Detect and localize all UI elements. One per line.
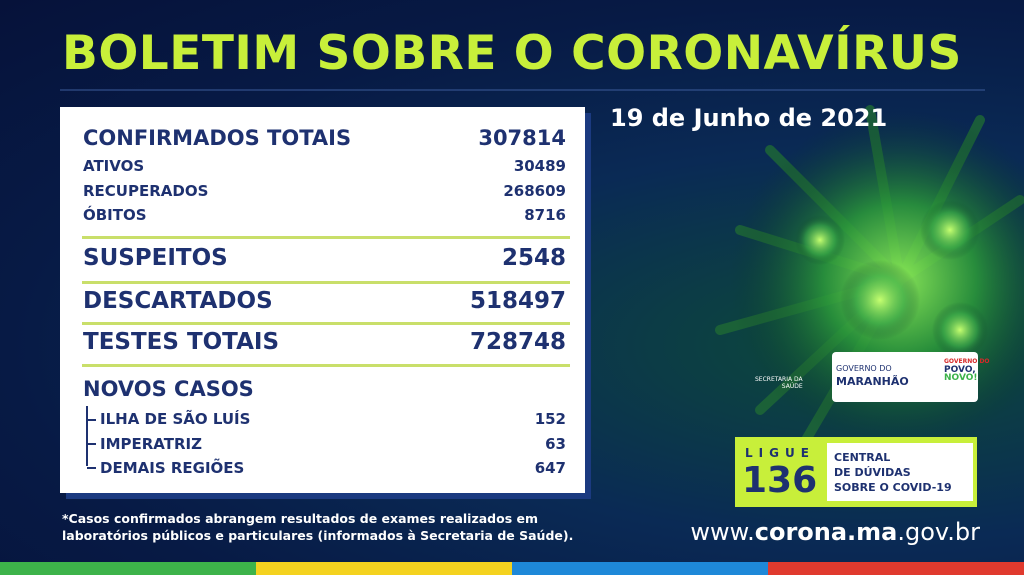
total-label: TESTES TOTAIS (83, 329, 280, 355)
total-label: SUSPEITOS (83, 245, 228, 271)
hotline-line: DE DÚVIDAS (834, 466, 911, 479)
logo-state: MARANHÃO (836, 375, 909, 388)
new-cases-title: NOVOS CASOS (83, 377, 254, 401)
separator (82, 364, 570, 367)
new-case-label: DEMAIS REGIÕES (100, 459, 245, 477)
slogan-line: POVO, (944, 365, 976, 375)
breakdown-label: ATIVOS (83, 157, 145, 175)
secretaria-line: SAÚDE (781, 383, 803, 390)
separator (82, 322, 570, 325)
total-value: 728748 (469, 329, 566, 355)
breakdown-label: RECUPERADOS (83, 181, 209, 200)
breakdown-value: 30489 (513, 157, 566, 175)
date: 19 de Junho de 2021 (610, 104, 888, 132)
total-label: DESCARTADOS (83, 288, 273, 314)
hotline-ligue: LIGUE (745, 446, 815, 460)
footnote-line: laboratórios públicos e particulares (in… (62, 528, 574, 543)
new-case-label: ILHA DE SÃO LUÍS (100, 410, 251, 428)
separator (82, 281, 570, 284)
breakdown-value: 8716 (524, 206, 566, 224)
confirmed-label: CONFIRMADOS TOTAIS (83, 126, 352, 150)
secretaria-line: SECRETARIA DA (755, 376, 803, 383)
tree-lines (86, 406, 96, 469)
secretaria: SECRETARIA DA SAÚDE (755, 376, 803, 390)
total-value: 2548 (501, 245, 566, 271)
new-case-value: 152 (534, 410, 566, 428)
url: www.corona.ma.gov.br (690, 518, 980, 546)
new-case-label: IMPERATRIZ (100, 434, 202, 453)
new-case-value: 63 (545, 434, 566, 453)
url-suffix: .gov.br (897, 518, 980, 546)
logo (832, 352, 978, 402)
hotline-line: SOBRE O COVID-19 (834, 481, 952, 494)
logo-slogan: GOVERNO DO POVO, NOVO! (944, 358, 990, 383)
stats-card (60, 107, 585, 493)
slogan-line: GOVERNO DO (944, 358, 990, 365)
url-prefix: www. (690, 518, 755, 546)
hotline-text-box (827, 443, 973, 501)
breakdown-value: 268609 (503, 181, 566, 200)
breakdown-label: ÓBITOS (83, 206, 147, 224)
title: BOLETIM SOBRE O CORONAVÍRUS (62, 26, 962, 81)
hotline-number: 136 (742, 460, 818, 501)
url-domain: corona.ma (754, 518, 898, 546)
hotline-text: CENTRAL DE DÚVIDAS SOBRE O COVID-19 (834, 450, 952, 495)
total-value: 518497 (469, 288, 566, 314)
footnote: *Casos confirmados abrangem resultados d… (62, 510, 573, 544)
logo-governo: GOVERNO DO (836, 364, 892, 373)
confirmed-value: 307814 (478, 126, 566, 150)
new-case-value: 647 (534, 459, 566, 477)
separator (82, 236, 570, 239)
footnote-line: *Casos confirmados abrangem resultados d… (62, 511, 539, 526)
slogan-line: NOVO! (944, 373, 978, 383)
hotline-line: CENTRAL (834, 451, 891, 464)
